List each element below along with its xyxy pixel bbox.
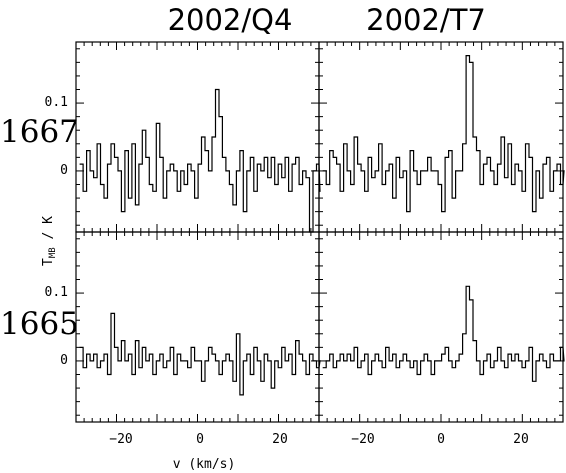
x-tick-label-right-20: 20 <box>513 432 529 447</box>
panel-frame <box>318 231 564 423</box>
x-axis-label: v (km/s) <box>173 457 236 472</box>
spectrum-series <box>79 312 321 396</box>
column-title-t7: 2002/T7 <box>366 3 486 37</box>
panel-1665-q4 <box>75 231 321 423</box>
x-tick-label-right-0: 0 <box>437 432 445 447</box>
row-label-1665: 1665 <box>0 306 79 342</box>
panel-1665-t7 <box>318 231 565 423</box>
y-axis-label-subscript: MB <box>48 247 58 258</box>
spectrum-series <box>322 285 565 382</box>
x-tick-label-right-m20: −20 <box>351 432 374 447</box>
spectrum-series <box>79 88 321 233</box>
x-tick-label-left-20: 20 <box>272 432 288 447</box>
y-axis-label-main: T <box>41 258 56 266</box>
panel-frame <box>75 41 320 233</box>
column-title-q4: 2002/Q4 <box>168 3 293 37</box>
y-axis-label-unit: / K <box>41 216 56 247</box>
panel-1667-t7 <box>318 41 565 233</box>
y-tick-label-top-01: 0.1 <box>45 95 68 110</box>
spectrum-series <box>322 55 565 213</box>
y-tick-label-bottom-0: 0 <box>60 353 68 368</box>
x-tick-label-left-0: 0 <box>196 432 204 447</box>
y-tick-label-top-0: 0 <box>60 163 68 178</box>
x-tick-label-left-m20: −20 <box>109 432 132 447</box>
row-label-1667: 1667 <box>0 114 79 150</box>
y-tick-label-bottom-01: 0.1 <box>45 285 68 300</box>
panel-1667-q4 <box>75 41 321 233</box>
y-axis-label: TMB / K <box>41 216 58 266</box>
panel-frame <box>75 231 320 423</box>
